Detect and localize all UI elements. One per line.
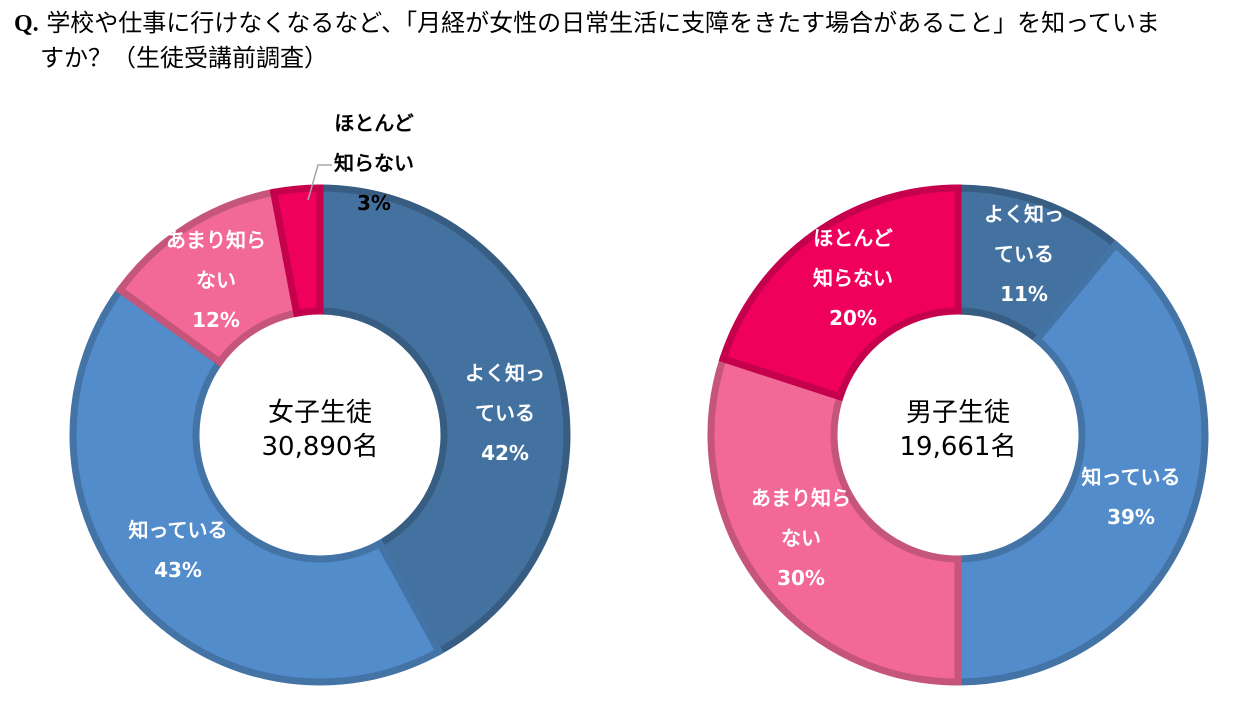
slice-shitteiru (954, 239, 1209, 686)
slice-name-line: 知らない (334, 151, 414, 175)
slice-value-label: 39% (1107, 505, 1155, 529)
slice-label-amari-shiranai: あまり知らない 12% (166, 228, 266, 332)
slice-value-label: 43% (154, 558, 202, 582)
slice-value-label: 3% (357, 191, 391, 215)
slice-name-line: ほとんど (334, 111, 413, 135)
slice-label-shitteiru: 知っている 43% (129, 518, 228, 582)
center-label-line: 男子生徒 (906, 398, 1010, 428)
slice-shitteiru (69, 284, 444, 686)
center-label-line: 19,661名 (900, 432, 1017, 462)
center-label-line: 女子生徒 (268, 398, 372, 428)
center-label-line: 30,890名 (262, 432, 379, 462)
slice-name-line: ている (994, 242, 1054, 266)
question-line-1: Q. 学校や仕事に行けなくなるなど、「月経が女性の日常生活に支障をきたす場合があ… (14, 6, 1214, 41)
slice-name-line: あまり知ら (751, 486, 851, 510)
slice-value-label: 42% (481, 441, 529, 465)
question-body-1: 学校や仕事に行けなくなるなど、「月経が女性の日常生活に支障をきたす場合があること… (46, 9, 1160, 37)
slice-name-line: 知っている (1082, 465, 1181, 489)
slice-hotondo-shiranai (269, 184, 324, 318)
slice-label-amari-shiranai: あまり知らない 30% (751, 486, 851, 590)
donut-chart-2: よく知っている 11% 知っている 39% あまり知らない 30% ほとんど知らない 20% 男… (707, 184, 1209, 686)
slice-name-line: ている (475, 401, 535, 425)
slice-name-line: ほとんど (813, 226, 892, 250)
slice-name-line: 知っている (129, 518, 228, 542)
slice-label-yoku-shitteiru: よく知っている 11% (984, 202, 1064, 306)
question-line-2: すか？（生徒受講前調査） (40, 44, 328, 72)
slice-name-line: よく知っ (465, 361, 545, 385)
center-label: 男子生徒 19,661名 (900, 398, 1017, 462)
slice-value-label: 20% (829, 306, 877, 330)
slice-name-line: ない (781, 526, 821, 550)
slice-value-label: 11% (1000, 282, 1048, 306)
slice-name-line: あまり知ら (166, 228, 266, 252)
question-prefix: Q. (14, 11, 39, 37)
slice-name-line: ない (196, 268, 236, 292)
slice-value-label: 12% (192, 308, 240, 332)
leader-line (307, 164, 332, 201)
slice-value-label: 30% (777, 566, 825, 590)
slice-label-hotondo-shiranai: ほとんど知らない 3% (334, 111, 414, 215)
slice-label-shitteiru: 知っている 39% (1082, 465, 1181, 529)
center-label: 女子生徒 30,890名 (262, 398, 379, 462)
slice-hotondo-shiranai (718, 184, 962, 402)
slice-label-yoku-shitteiru: よく知っている 42% (465, 361, 545, 465)
slice-name-line: よく知っ (984, 202, 1064, 226)
slice-yoku-shitteiru (316, 184, 571, 657)
slice-label-hotondo-shiranai: ほとんど知らない 20% (813, 226, 893, 330)
donut-chart-1: よく知っている 42% 知っている 43% あまり知らない 12% ほとんど知らない 3% 女子… (69, 111, 571, 686)
question-text: Q. 学校や仕事に行けなくなるなど、「月経が女性の日常生活に支障をきたす場合があ… (14, 6, 1214, 75)
slice-name-line: 知らない (813, 266, 893, 290)
slice-amari-shiranai (707, 354, 962, 686)
